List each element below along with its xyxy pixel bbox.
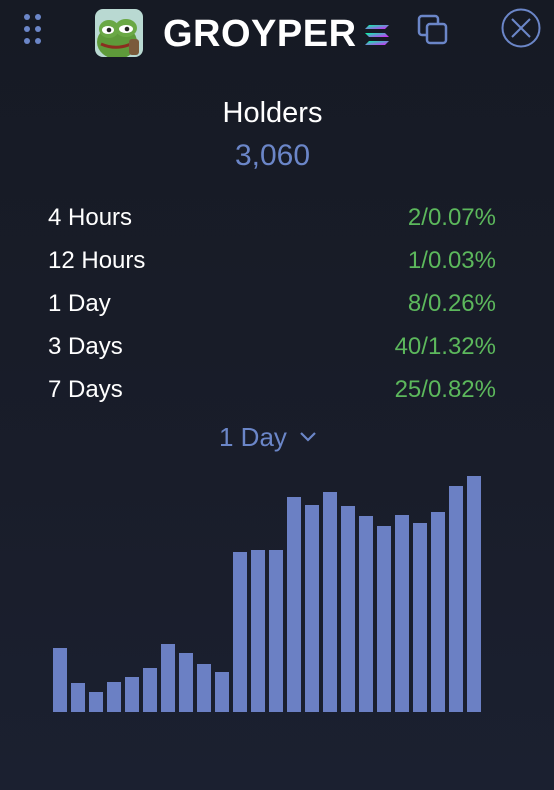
stat-row-1-day: 1 Day 8/0.26% (48, 282, 496, 325)
chart-bar (377, 526, 391, 712)
chart-bar (431, 512, 445, 712)
stat-row-12-hours: 12 Hours 1/0.03% (48, 239, 496, 282)
chart-bar (233, 552, 247, 712)
chart-bar (215, 672, 229, 712)
chart-bar (71, 683, 85, 712)
token-name: GROYPER (163, 13, 357, 55)
stat-row-7-days: 7 Days 25/0.82% (48, 368, 496, 411)
period-dropdown[interactable]: 1 Day (219, 420, 317, 454)
chevron-down-icon (300, 432, 316, 442)
chart-bar (107, 682, 121, 712)
stat-value: 8/0.26% (407, 289, 496, 317)
chart-bar (251, 550, 265, 712)
holders-count: 3,060 (234, 139, 311, 172)
stat-label: 4 Hours (48, 203, 133, 231)
drag-handle-icon[interactable] (22, 12, 44, 46)
stat-label: 12 Hours (48, 246, 146, 274)
chart-bar (413, 523, 427, 712)
stat-label: 7 Days (48, 375, 123, 403)
frog-avatar (95, 9, 143, 57)
holder-stats: 4 Hours 2/0.07% 12 Hours 1/0.03% 1 Day 8… (48, 196, 496, 411)
stat-label: 1 Day (48, 289, 111, 317)
chart-bar (179, 653, 193, 712)
solana-icon (365, 25, 389, 45)
stat-value: 40/1.32% (394, 332, 496, 360)
chart-bar (359, 516, 373, 712)
stat-value: 2/0.07% (407, 203, 496, 231)
chart-bar (341, 506, 355, 712)
chart-bar (305, 505, 319, 712)
stat-value: 1/0.03% (407, 246, 496, 274)
chart-bar (323, 492, 337, 712)
stat-row-4-hours: 4 Hours 2/0.07% (48, 196, 496, 239)
chart-bar (143, 668, 157, 712)
header: GROYPER (0, 0, 554, 64)
chart-bar (467, 476, 481, 712)
stat-value: 25/0.82% (394, 375, 496, 403)
copy-icon[interactable] (416, 13, 450, 47)
chart-bar (89, 692, 103, 712)
chart-bar (53, 648, 67, 712)
chart-bar (161, 644, 175, 712)
close-icon[interactable] (500, 7, 542, 49)
chart-bar (395, 515, 409, 712)
stat-label: 3 Days (48, 332, 123, 360)
chart-bar (125, 677, 139, 712)
period-selected-label: 1 Day (219, 421, 287, 452)
chart-bar (287, 497, 301, 712)
chart-bar (449, 486, 463, 712)
chart-bar (197, 664, 211, 712)
holders-title: Holders (222, 97, 323, 129)
stat-row-3-days: 3 Days 40/1.32% (48, 325, 496, 368)
chart-bar (269, 550, 283, 712)
